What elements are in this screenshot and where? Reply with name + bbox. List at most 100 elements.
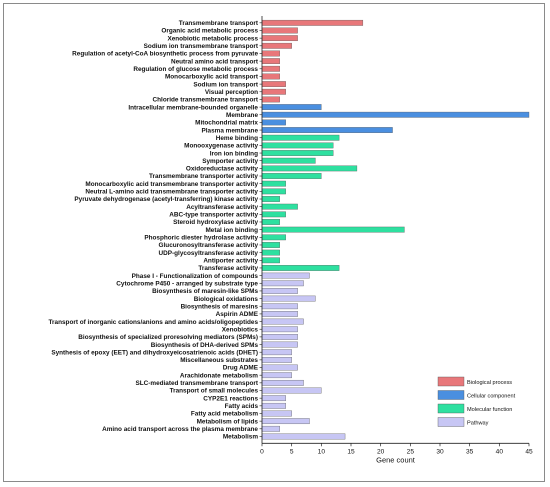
category-label: Xenobiotic metabolic process bbox=[167, 35, 258, 42]
bar-49 bbox=[261, 387, 322, 394]
category-label: Cytochrome P450 - arranged by substrate … bbox=[116, 280, 258, 287]
category-label: Acyltransferase activity bbox=[186, 204, 258, 211]
category-label: Symporter activity bbox=[202, 158, 258, 165]
bar-15 bbox=[261, 127, 393, 133]
legend-swatch bbox=[437, 403, 465, 414]
bar-19 bbox=[261, 157, 316, 164]
x-tick-label: 30 bbox=[436, 448, 444, 455]
x-tick-label: 10 bbox=[318, 448, 326, 455]
bar-5 bbox=[261, 50, 280, 57]
bar-20 bbox=[261, 165, 358, 172]
category-label: Metal ion binding bbox=[205, 227, 258, 234]
bar-40 bbox=[261, 318, 304, 325]
category-label: Heme binding bbox=[216, 135, 258, 142]
category-label: Organic acid metabolic process bbox=[161, 28, 258, 35]
x-tick-label: 40 bbox=[496, 448, 504, 455]
category-label: Metabolism bbox=[223, 434, 258, 441]
category-label: Biosynthesis of maresins bbox=[181, 303, 259, 310]
x-tick-label: 35 bbox=[466, 448, 474, 455]
legend-label: Molecular function bbox=[467, 407, 512, 413]
legend-label: Pathway bbox=[467, 421, 489, 427]
category-label: UDP-glycosyltransferase activity bbox=[159, 250, 259, 257]
category-label: Biosynthesis of specialized proresolving… bbox=[78, 334, 258, 341]
bar-7 bbox=[261, 65, 280, 72]
category-label: Iron ion binding bbox=[210, 150, 258, 157]
category-label: Biosynthesis of maresin-like SPMs bbox=[152, 288, 258, 295]
bar-10 bbox=[261, 88, 286, 95]
category-label: Monocarboxylic acid transmembrane transp… bbox=[85, 181, 258, 188]
category-label: Monooxygenase activity bbox=[184, 143, 258, 150]
category-label: Transport of small molecules bbox=[170, 388, 259, 395]
category-label: ABC-type transporter activity bbox=[169, 212, 258, 219]
bar-39 bbox=[261, 311, 298, 317]
category-label: Membrane bbox=[226, 112, 258, 119]
bar-25 bbox=[261, 203, 298, 210]
bar-16 bbox=[261, 134, 340, 141]
legend-swatch bbox=[437, 417, 465, 427]
x-tick-label: 15 bbox=[347, 448, 355, 455]
category-label: Sodium ion transmembrane transport bbox=[144, 43, 259, 50]
category-label: Miscellaneous substrates bbox=[180, 357, 258, 364]
bar-12 bbox=[261, 104, 322, 110]
bar-31 bbox=[261, 249, 280, 256]
category-label: Aspirin ADME bbox=[216, 311, 259, 318]
category-label: Steroid hydroxylase activity bbox=[173, 219, 258, 226]
bar-50 bbox=[261, 395, 286, 402]
bar-6 bbox=[261, 58, 280, 65]
bar-54 bbox=[261, 425, 280, 432]
bar-24 bbox=[261, 196, 280, 202]
category-label: Transferase activity bbox=[198, 265, 258, 272]
x-tick-label: 45 bbox=[525, 448, 533, 455]
bar-23 bbox=[261, 188, 286, 195]
bar-26 bbox=[261, 211, 286, 218]
category-label: Phase I - Functionalization of compounds bbox=[132, 273, 259, 280]
category-label: Visual perception bbox=[205, 89, 258, 96]
bar-1 bbox=[261, 19, 364, 26]
bar-48 bbox=[261, 379, 304, 386]
legend: Biological process Cellular component Mole… bbox=[437, 376, 516, 427]
bar-14 bbox=[261, 119, 286, 126]
category-label: Arachidonate metabolism bbox=[180, 372, 258, 379]
x-tick-label: 0 bbox=[260, 448, 264, 455]
category-label: Intracellular membrane-bounded organelle bbox=[128, 104, 258, 111]
bar-42 bbox=[261, 334, 298, 340]
category-label: Regulation of glucose metabolic process bbox=[133, 66, 258, 73]
category-label: Biological oxidations bbox=[194, 296, 259, 303]
bar-38 bbox=[261, 303, 298, 310]
bar-44 bbox=[261, 349, 292, 356]
bars-group bbox=[261, 19, 530, 440]
bar-27 bbox=[261, 219, 280, 225]
category-label: Transmembrane transporter activity bbox=[149, 173, 258, 180]
category-label: Metabolism of lipids bbox=[197, 418, 259, 425]
bar-32 bbox=[261, 257, 280, 264]
bar-18 bbox=[261, 150, 334, 156]
bar-11 bbox=[261, 96, 280, 103]
category-label: Pyruvate dehydrogenase (acetyl-transferr… bbox=[74, 196, 258, 203]
bar-29 bbox=[261, 234, 286, 241]
category-label: Fatty acid metabolism bbox=[191, 411, 258, 418]
bar-37 bbox=[261, 295, 316, 302]
bar-45 bbox=[261, 356, 292, 363]
bar-51 bbox=[261, 402, 286, 409]
bar-28 bbox=[261, 226, 405, 233]
bar-22 bbox=[261, 180, 286, 187]
bar-33 bbox=[261, 265, 340, 271]
bar-35 bbox=[261, 280, 304, 287]
category-label: Glucuronosyltransferase activity bbox=[159, 242, 259, 249]
x-tick-label: 25 bbox=[407, 448, 415, 455]
bar-30 bbox=[261, 242, 280, 248]
category-label: Xenobiotics bbox=[222, 326, 259, 333]
legend-label: Cellular component bbox=[467, 394, 516, 400]
category-label: Drug ADME bbox=[223, 365, 259, 372]
bar-41 bbox=[261, 326, 298, 333]
category-label: Plasma membrane bbox=[202, 127, 259, 134]
category-label: SLC-mediated transmembrane transport bbox=[135, 380, 258, 387]
x-axis-title: Gene count bbox=[376, 455, 416, 464]
legend-swatch bbox=[437, 390, 465, 400]
bar-53 bbox=[261, 418, 310, 425]
category-label: Transmembrane transport bbox=[179, 20, 259, 27]
axes: 0 5 10 15 20 25 30 35 40 45 bbox=[259, 16, 533, 455]
bar-2 bbox=[261, 27, 298, 34]
